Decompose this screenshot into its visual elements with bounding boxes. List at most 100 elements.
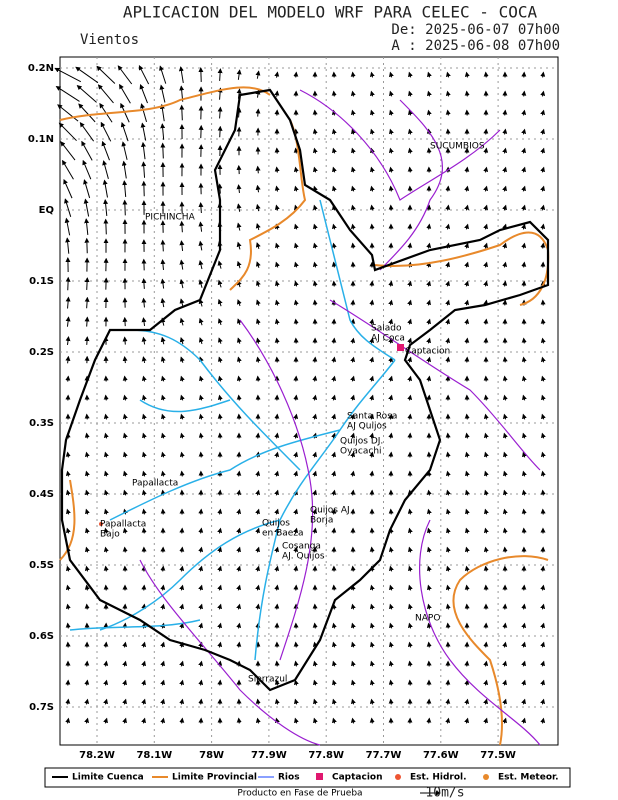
wind-arrow (369, 318, 375, 325)
wind-arrow (293, 280, 299, 287)
lat-label: EQ (39, 205, 54, 216)
wind-arrow (332, 679, 337, 686)
wind-arrow (541, 413, 546, 420)
wind-arrow (427, 71, 432, 78)
wind-arrow (138, 65, 150, 85)
wind-arrow (464, 584, 470, 591)
wind-arrow (65, 296, 71, 309)
wind-arrow (274, 413, 280, 420)
wind-arrow (160, 565, 166, 572)
wind-arrow (160, 278, 166, 289)
place-label: Quijos (262, 519, 290, 529)
wind-arrow (408, 109, 413, 116)
wind-arrow (198, 527, 204, 534)
wind-arrow (408, 90, 413, 97)
wind-arrow (217, 565, 222, 572)
wind-arrow (255, 565, 261, 572)
wind-arrow (350, 470, 356, 477)
wind-arrow (179, 546, 185, 553)
wind-arrow (502, 717, 507, 724)
wind-arrow (331, 90, 337, 97)
wind-arrow (350, 109, 356, 116)
wind-arrow (445, 489, 451, 496)
wind-arrow (274, 603, 280, 610)
wind-arrow (274, 432, 280, 439)
wind-arrow (122, 180, 128, 197)
wind-arrow (312, 622, 318, 629)
wind-arrow (331, 413, 336, 420)
wind-arrow (483, 546, 489, 553)
wind-arrow (369, 90, 375, 97)
wind-arrow (104, 470, 109, 477)
wind-arrow (445, 375, 451, 382)
wind-arrow (96, 65, 116, 84)
wind-arrow (65, 489, 71, 496)
wind-arrow (445, 698, 451, 705)
station-marker (99, 522, 103, 526)
wind-arrow (540, 71, 546, 78)
wind-arrow (179, 336, 185, 345)
wind-arrow (445, 565, 451, 572)
wind-arrow (407, 394, 413, 401)
lon-label: 78W (199, 750, 224, 761)
wind-arrow (483, 660, 489, 667)
place-label: SUCUMBIOS (430, 142, 485, 152)
wind-arrow (217, 106, 223, 119)
wind-arrow (483, 717, 488, 724)
wind-arrow (122, 413, 128, 420)
wind-arrow (81, 140, 93, 161)
wind-arrow (178, 66, 184, 83)
wind-arrow (502, 546, 508, 553)
wind-arrow (274, 451, 280, 458)
wind-arrow (313, 679, 318, 686)
wind-arrow (123, 451, 128, 458)
wind-arrow (179, 240, 185, 251)
wind-arrow (274, 489, 279, 496)
wind-arrow (445, 603, 451, 610)
wind-arrow (62, 159, 74, 180)
wind-arrow (83, 179, 91, 199)
wind-arrow (331, 527, 337, 534)
title: APLICACION DEL MODELO WRF PARA CELEC - C… (123, 3, 538, 22)
wind-arrow (198, 603, 203, 610)
wind-arrow (502, 147, 508, 154)
wind-arrow (217, 584, 222, 591)
wind-arrow (198, 698, 204, 705)
wind-arrow (141, 660, 146, 667)
wind-arrow (332, 660, 337, 667)
wind-arrow (122, 355, 128, 364)
wind-arrow (331, 641, 337, 648)
wind-arrow (141, 317, 147, 326)
wind-arrow (293, 679, 299, 686)
wind-arrow (255, 546, 260, 553)
lon-label: 78.1W (136, 750, 172, 761)
legend-label: Limite Cuenca (72, 773, 144, 783)
wind-arrow (65, 584, 71, 591)
wind-arrow (483, 318, 489, 325)
lat-label: 0.7S (29, 702, 54, 713)
wind-arrow (521, 147, 526, 154)
wind-arrow (389, 90, 394, 97)
legend-swatch (483, 774, 489, 780)
wind-arrow (217, 279, 223, 288)
wind-arrow (446, 546, 451, 553)
wind-arrow (160, 336, 166, 345)
wind-arrow (521, 261, 527, 268)
place-label: Quijos AJ (310, 506, 350, 516)
wind-arrow (141, 717, 147, 724)
wind-arrow (122, 394, 128, 401)
wind-arrow (483, 204, 488, 211)
wind-arrow (198, 337, 204, 345)
footer-note: Producto en Fase de Prueba (237, 789, 362, 799)
wind-arrow (160, 584, 166, 591)
place-label: Oyacachi (340, 447, 382, 457)
wind-arrow (331, 584, 337, 591)
wind-arrow (370, 641, 375, 648)
wind-arrow (426, 337, 432, 344)
wind-arrow (388, 432, 394, 439)
wind-arrow (102, 160, 109, 180)
wind-arrow (540, 584, 546, 591)
wind-arrow (198, 240, 204, 251)
wind-arrow (312, 128, 318, 135)
place-label: Captacion (405, 347, 450, 357)
